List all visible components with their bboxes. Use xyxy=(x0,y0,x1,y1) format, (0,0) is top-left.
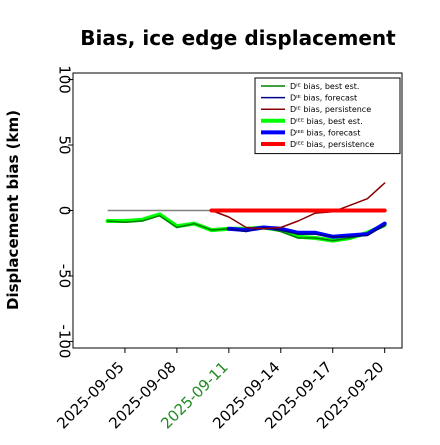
y-tick-label: -100 xyxy=(56,324,74,358)
chart-title: Bias, ice edge displacement xyxy=(80,26,396,50)
legend-label: Dᴵᴱ bias, forecast xyxy=(290,94,357,103)
series-line xyxy=(228,224,386,238)
y-tick-label: -50 xyxy=(56,264,74,289)
y-tick-label: 0 xyxy=(56,206,74,216)
series-line xyxy=(210,182,386,230)
legend-label: Dᴵᴱ bias, persistence xyxy=(290,105,371,114)
legend-label: Dᴵᴱᴱ bias, persistence xyxy=(290,140,374,149)
legend-label: Dᴵᴱᴱ bias, forecast xyxy=(290,128,360,137)
legend-label: Dᴵᴱᴱ bias, best est. xyxy=(290,117,363,126)
legend-label: Dᴵᴱ bias, best est. xyxy=(290,82,359,91)
legend: Dᴵᴱ bias, best est. Dᴵᴱ bias, forecast Dᴵᴱ… xyxy=(254,77,401,155)
legend-frame xyxy=(254,77,401,155)
y-tick-label: 100 xyxy=(56,65,74,94)
y-axis-label: Displacement bias (km) xyxy=(4,110,22,310)
y-tick-label: 50 xyxy=(56,135,74,154)
